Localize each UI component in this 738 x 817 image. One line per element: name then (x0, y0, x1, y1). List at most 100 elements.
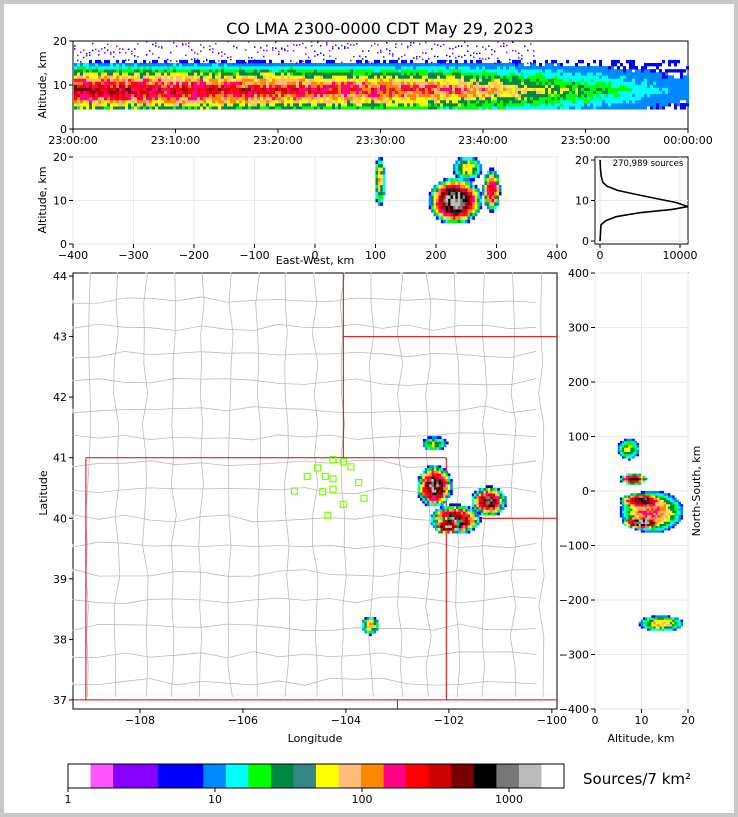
time-altitude-cell (185, 90, 188, 95)
time-altitude-cell (551, 78, 554, 82)
time-altitude-cell (524, 93, 527, 98)
time-altitude-cell (680, 103, 683, 107)
time-altitude-cell (86, 106, 89, 110)
time-altitude-cell (299, 59, 302, 64)
time-altitude-cell (194, 103, 197, 107)
time-altitude-cell (581, 103, 584, 107)
time-altitude-cell (362, 81, 365, 85)
plan-view-cell (420, 476, 423, 479)
plan-view-cell (499, 496, 503, 499)
time-altitude-cell (92, 84, 95, 88)
time-altitude-cell (293, 90, 296, 95)
time-altitude-cell (473, 63, 476, 67)
time-altitude-cell (350, 69, 353, 73)
time-altitude-cell (191, 63, 194, 67)
time-altitude-cell (371, 78, 374, 82)
time-altitude-cell (149, 72, 152, 76)
altitude-ns-cell (634, 493, 637, 496)
plan-view-cell (362, 619, 365, 623)
time-altitude-cell (164, 69, 167, 73)
time-altitude-cell (356, 61, 358, 64)
time-altitude-cell (320, 84, 323, 88)
time-altitude-cell (395, 59, 398, 64)
time-altitude-cell (107, 81, 110, 85)
time-altitude-cell (572, 87, 575, 92)
time-altitude-cell (560, 63, 563, 67)
time-altitude-cell (182, 84, 185, 88)
time-altitude-cell (236, 78, 239, 82)
time-altitude-cell (362, 50, 364, 52)
time-altitude-cell (176, 78, 179, 82)
time-altitude-cell (389, 75, 392, 79)
east-west-cell (477, 205, 480, 210)
time-altitude-cell (212, 66, 215, 70)
plan-view-cell (438, 478, 442, 482)
time-altitude-cell (605, 93, 608, 98)
time-altitude-cell (152, 59, 155, 64)
time-altitude-cell (197, 58, 199, 60)
plan-view-cell (371, 630, 374, 634)
time-altitude-cell (323, 87, 326, 92)
time-altitude-cell (635, 87, 638, 92)
plan-view-cell (422, 489, 425, 493)
east-west-cell (477, 195, 480, 199)
time-altitude-cell (329, 99, 332, 104)
time-altitude-cell (668, 84, 671, 88)
time-altitude-cell (92, 93, 95, 98)
histogram-ytick-label: 20 (575, 154, 589, 167)
time-altitude-cell (203, 46, 205, 49)
time-altitude-cell (641, 81, 644, 85)
plan-view-cell (438, 476, 442, 479)
time-altitude-cell (194, 90, 197, 95)
east-west-cell (465, 163, 468, 168)
time-altitude-cell (431, 48, 433, 50)
east-west-cell (450, 216, 454, 220)
altitude-ns-cell (619, 445, 623, 448)
altitude-ns-cell (636, 480, 639, 483)
time-altitude-cell (272, 72, 275, 76)
time-altitude-cell (293, 66, 296, 70)
east-west-cell (445, 202, 449, 206)
time-altitude-cell (110, 75, 113, 79)
altitude-ns-cell (632, 504, 635, 507)
time-altitude-cell (275, 75, 278, 79)
time-altitude-cell (578, 75, 581, 79)
time-altitude-cell (74, 63, 77, 67)
time-altitude-cell (479, 75, 482, 79)
altitude-ns-cell (622, 504, 625, 507)
time-altitude-cell (416, 93, 419, 98)
time-altitude-cell (239, 84, 242, 88)
time-altitude-cell (527, 62, 529, 65)
altitude-ns-cell (626, 512, 629, 516)
east-west-cell (484, 181, 487, 185)
time-altitude-cell (383, 90, 386, 95)
lma-station-marker (303, 472, 311, 481)
time-altitude-cell (311, 84, 314, 88)
time-altitude-cell (302, 87, 305, 92)
time-altitude-cell (434, 84, 437, 88)
time-altitude-cell (110, 51, 112, 54)
altitude-ns-cell (622, 480, 625, 483)
plan-view-cell (433, 476, 437, 479)
time-altitude-cell (494, 72, 497, 76)
time-altitude-cell (482, 84, 485, 88)
county-border (72, 377, 537, 386)
altitude-ns-cell (626, 443, 629, 446)
time-altitude-cell (272, 75, 275, 79)
altitude-ns-cell (624, 449, 627, 452)
time-altitude-cell (155, 78, 158, 82)
time-altitude-cell (116, 62, 118, 64)
time-altitude-cell (332, 78, 335, 82)
time-altitude-cell (197, 103, 200, 107)
east-west-cell (433, 198, 437, 203)
plan-view-cell (452, 530, 455, 534)
plan-view-cell (452, 527, 455, 531)
time-altitude-cell (407, 75, 410, 79)
time-altitude-cell (629, 90, 632, 95)
time-altitude-cell (119, 81, 122, 85)
time-altitude-cell (494, 66, 497, 70)
time-altitude-cell (332, 106, 335, 110)
time-altitude-cell (113, 56, 115, 58)
time-altitude-cell (353, 99, 356, 104)
